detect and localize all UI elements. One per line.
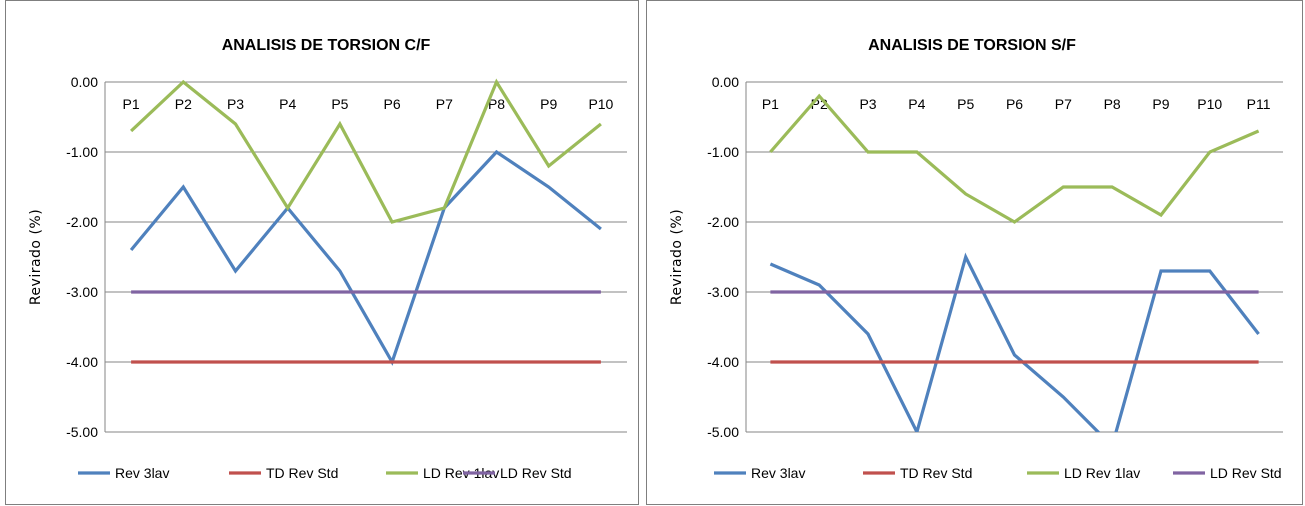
series-line-ld-rev-1lav [769, 93, 1260, 224]
x-tick-label: P1 [762, 96, 779, 112]
legend-label: TD Rev Std [900, 465, 972, 481]
legend-label: LD Rev Std [1210, 465, 1282, 481]
series-line-ld-rev-1lav [130, 78, 602, 224]
x-tick-label: P4 [279, 96, 296, 112]
x-tick-label: P1 [123, 96, 140, 112]
y-tick-label: -3.00 [707, 284, 739, 300]
x-tick-label: P8 [1104, 96, 1121, 112]
x-tick-label: P7 [1055, 96, 1072, 112]
x-tick-label: P5 [957, 96, 974, 112]
legend-label: Rev 3lav [751, 465, 805, 481]
chart-panel-torsion-sf: ANALISIS DE TORSION S/F Revirado (%) 0.00 -… [646, 0, 1303, 505]
y-tick-label: 0.00 [712, 74, 739, 90]
chart-canvas: ANALISIS DE TORSION S/F Revirado (%) 0.00 -… [669, 37, 1283, 481]
legend-label: TD Rev Std [266, 465, 338, 481]
x-tick-label: P11 [1247, 96, 1271, 112]
x-tick-label: P8 [488, 96, 505, 112]
y-tick-label: -2.00 [707, 214, 739, 230]
legend-label: LD Rev 1lav [423, 465, 499, 481]
y-tick-label: -1.00 [707, 144, 739, 160]
y-tick-label: -4.00 [66, 354, 98, 370]
y-tick-label: -1.00 [66, 144, 98, 160]
series-line-rev-3lav [769, 252, 1260, 432]
x-tick-label: P10 [1197, 96, 1222, 112]
x-tick-label: P6 [1006, 96, 1023, 112]
y-tick-label: -4.00 [707, 354, 739, 370]
y-tick-label: -2.00 [66, 214, 98, 230]
chart-title: ANALISIS DE TORSION S/F [868, 37, 1076, 54]
y-axis-label: Revirado (%) [669, 209, 685, 305]
x-tick-label: P7 [436, 96, 453, 112]
x-tick-label: P6 [384, 96, 401, 112]
x-tick-label: P5 [331, 96, 348, 112]
legend-label: Rev 3lav [115, 465, 169, 481]
x-tick-label: P4 [908, 96, 925, 112]
legend-label: LD Rev 1lav [1064, 465, 1140, 481]
chart-canvas: ANALISIS DE TORSION C/F Revirado (%) 0.00 -… [28, 37, 627, 481]
x-tick-label: P10 [588, 96, 613, 112]
x-tick-label: P3 [859, 96, 876, 112]
legend-label: LD Rev Std [500, 465, 572, 481]
x-tick-label: P2 [175, 96, 192, 112]
x-tick-label: P9 [1152, 96, 1169, 112]
y-axis-label: Revirado (%) [28, 209, 44, 305]
y-tick-label: -3.00 [66, 284, 98, 300]
series-line-rev-3lav [129, 149, 602, 366]
y-tick-label: -5.00 [66, 424, 98, 440]
chart-panel-torsion-cf: ANALISIS DE TORSION C/F Revirado (%) 0.00 -… [5, 0, 639, 505]
y-tick-label: -5.00 [707, 424, 739, 440]
chart-title: ANALISIS DE TORSION C/F [222, 37, 431, 54]
x-tick-label: P9 [540, 96, 557, 112]
y-tick-label: 0.00 [71, 74, 98, 90]
x-tick-label: P3 [227, 96, 244, 112]
